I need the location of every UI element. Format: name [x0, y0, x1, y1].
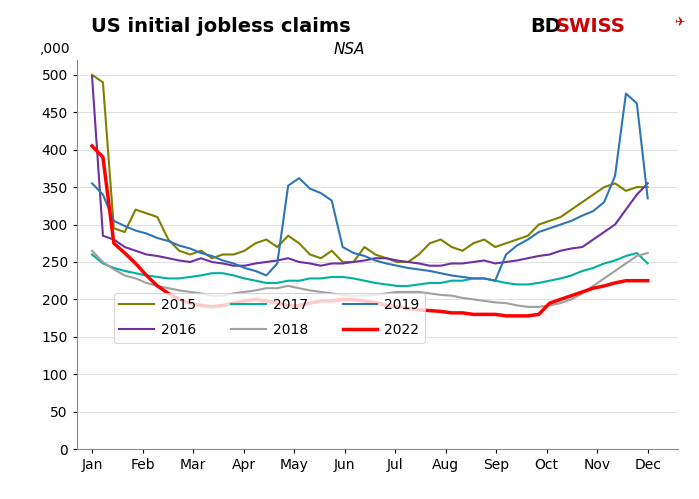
2015: [88, 72, 96, 78]
2017: [382, 281, 391, 287]
2016: [459, 260, 467, 266]
2015: [284, 233, 292, 239]
2016: [88, 73, 96, 79]
Line: 2019: 2019: [92, 94, 648, 280]
Legend: 2015, 2016, 2017, 2018, 2019, 2022: 2015, 2016, 2017, 2018, 2019, 2022: [114, 292, 425, 343]
2022: [131, 260, 140, 266]
2019: [382, 260, 391, 266]
2019: [447, 272, 456, 278]
Line: 2017: 2017: [92, 253, 648, 286]
2018: [447, 292, 456, 298]
2018: [426, 290, 434, 296]
Line: 2016: 2016: [92, 76, 648, 265]
Text: ,000: ,000: [41, 42, 71, 56]
Text: SWISS: SWISS: [556, 17, 626, 36]
2018: [284, 283, 292, 289]
2019: [644, 195, 652, 201]
2016: [611, 222, 619, 228]
2017: [350, 275, 358, 281]
2016: [229, 262, 238, 268]
2016: [436, 262, 445, 268]
2019: [621, 91, 630, 97]
2015: [611, 181, 619, 187]
2015: [644, 184, 652, 190]
2016: [295, 259, 303, 265]
Text: US initial jobless claims: US initial jobless claims: [91, 17, 357, 36]
2022: [426, 307, 434, 314]
2022: [447, 310, 456, 316]
2016: [644, 181, 652, 187]
2015: [436, 237, 445, 243]
2019: [88, 181, 96, 187]
2017: [644, 260, 652, 266]
2015: [338, 259, 347, 265]
2015: [459, 248, 467, 254]
2019: [284, 183, 292, 189]
2018: [350, 292, 358, 298]
Text: ✈: ✈: [675, 16, 685, 29]
Text: NSA: NSA: [334, 42, 365, 57]
2019: [426, 268, 434, 274]
2018: [611, 268, 619, 274]
2017: [131, 270, 140, 276]
2018: [131, 275, 140, 281]
2017: [633, 250, 641, 256]
Line: 2018: 2018: [92, 251, 648, 307]
2022: [284, 302, 292, 308]
2017: [436, 280, 445, 286]
2019: [350, 250, 358, 256]
2016: [360, 257, 368, 263]
2015: [131, 207, 140, 213]
2017: [88, 251, 96, 257]
2018: [644, 250, 652, 256]
2022: [611, 280, 619, 286]
2017: [459, 277, 467, 283]
2019: [491, 277, 499, 283]
Text: BD: BD: [530, 17, 561, 36]
2018: [524, 304, 532, 310]
2017: [393, 283, 401, 289]
2022: [88, 143, 96, 149]
2016: [131, 248, 140, 254]
2022: [350, 296, 358, 302]
2022: [644, 277, 652, 283]
2015: [360, 244, 368, 250]
Line: 2015: 2015: [92, 75, 648, 262]
2018: [88, 248, 96, 254]
2017: [284, 277, 292, 283]
2022: [502, 313, 510, 319]
Line: 2022: 2022: [92, 146, 648, 316]
2019: [131, 228, 140, 234]
